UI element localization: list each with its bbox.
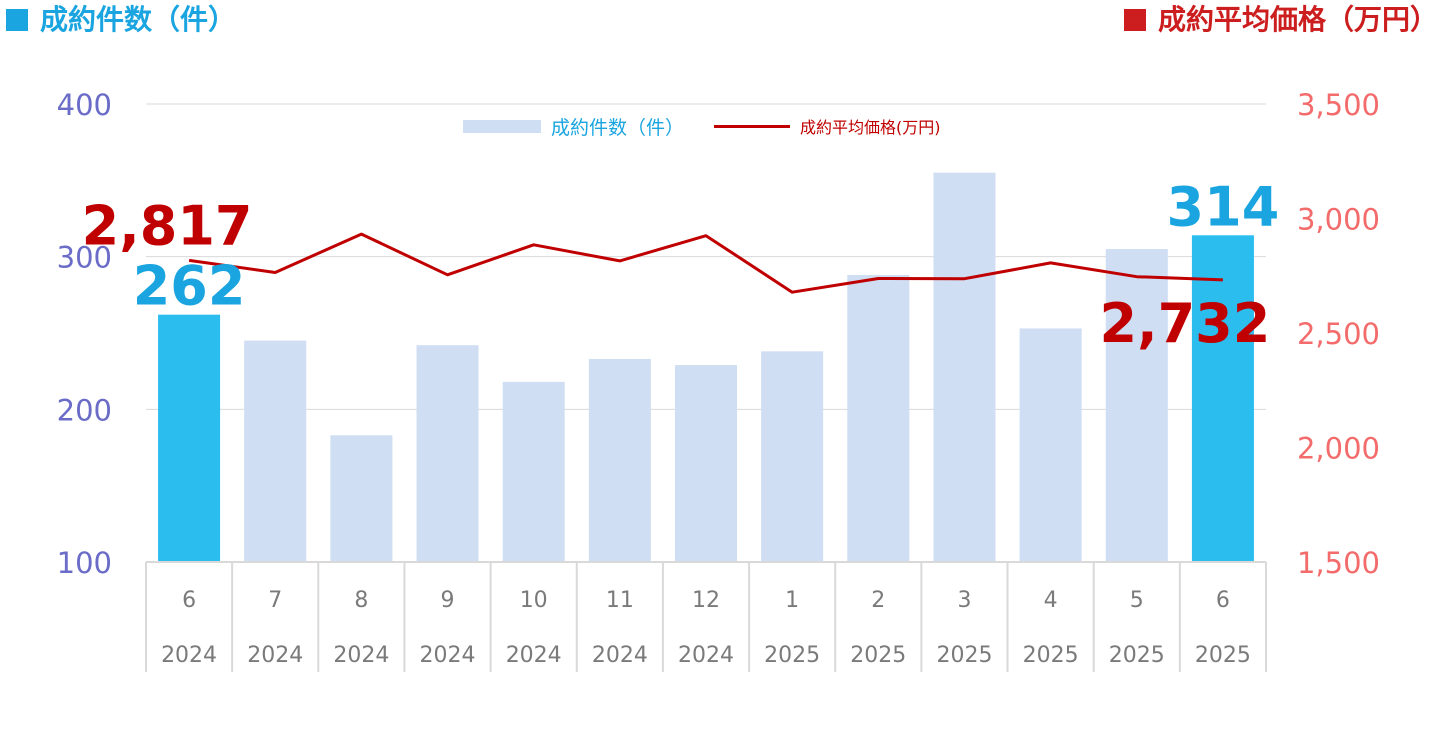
- count-bar: [330, 435, 393, 562]
- x-tick-year: 2025: [764, 643, 820, 668]
- count-bar: [847, 274, 910, 562]
- count-bar: [1105, 249, 1168, 563]
- x-tick-month: 2: [871, 588, 885, 613]
- left-axis-title: 成約件数（件）: [6, 2, 236, 38]
- right-legend-square-icon: [1123, 9, 1146, 31]
- count-bar: [674, 365, 738, 562]
- x-tick-year: 2025: [1195, 643, 1251, 668]
- x-tick-month: 6: [1216, 588, 1230, 613]
- x-tick-year: 2024: [678, 643, 734, 668]
- count-bar: [502, 381, 565, 562]
- right-axis-title-text: 成約平均価格（万円）: [1157, 3, 1438, 36]
- x-tick-year: 2025: [850, 643, 906, 668]
- x-tick-year: 2024: [161, 643, 217, 668]
- price-line: [188, 232, 1223, 294]
- legend-bar-swatch: [463, 119, 541, 133]
- x-tick-year: 2024: [420, 643, 476, 668]
- x-tick-year: 2024: [333, 643, 389, 668]
- left-axis-tick-label: 100: [57, 546, 112, 580]
- right-axis-tick-label: 1,500: [1297, 546, 1380, 580]
- legend-bar-label: 成約件数（件）: [551, 116, 685, 139]
- x-tick-year: 2025: [936, 643, 992, 668]
- x-tick-year: 2024: [247, 643, 303, 668]
- x-tick-month: 10: [520, 588, 548, 613]
- right-axis-tick-label: 3,000: [1297, 203, 1380, 237]
- x-tick-month: 1: [785, 588, 799, 613]
- x-tick-month: 6: [182, 588, 196, 613]
- x-tick-month: 11: [606, 588, 634, 613]
- x-tick-year: 2025: [1109, 643, 1165, 668]
- left-axis-tick-label: 400: [57, 88, 112, 122]
- left-axis-tick-label: 300: [57, 241, 112, 275]
- x-tick-year: 2024: [592, 643, 648, 668]
- x-tick-month: 3: [957, 588, 971, 613]
- left-axis-title-text: 成約件数（件）: [40, 3, 237, 36]
- count-bar: [244, 340, 307, 562]
- right-axis-tick-label: 2,500: [1297, 317, 1380, 351]
- count-bar: [588, 358, 651, 562]
- left-axis-tick-label: 200: [57, 393, 112, 427]
- data-label: 314: [1167, 175, 1280, 238]
- legend-line-label: 成約平均価格(万円): [800, 118, 941, 137]
- right-axis-title: 成約平均価格（万円）: [1123, 2, 1438, 38]
- count-bar: [416, 345, 479, 562]
- count-bar: [933, 172, 996, 562]
- right-axis-tick-label: 3,500: [1297, 88, 1380, 122]
- data-label: 262: [133, 255, 246, 318]
- x-tick-year: 2025: [1023, 643, 1079, 668]
- left-legend-square-icon: [6, 9, 28, 31]
- count-bar: [158, 314, 221, 562]
- count-bar: [761, 351, 824, 562]
- count-bar: [1019, 328, 1082, 562]
- legend-line-swatch: [714, 124, 791, 128]
- x-tick-month: 12: [692, 588, 720, 613]
- x-tick-month: 4: [1044, 588, 1058, 613]
- data-label: 2,817: [82, 194, 253, 257]
- x-tick-month: 7: [268, 588, 282, 613]
- x-tick-month: 9: [441, 588, 455, 613]
- right-axis-tick-label: 2,000: [1297, 432, 1380, 466]
- x-tick-month: 8: [354, 588, 368, 613]
- x-tick-year: 2024: [506, 643, 562, 668]
- x-tick-month: 5: [1130, 588, 1144, 613]
- data-label: 2,732: [1100, 292, 1271, 355]
- count-bar: [1191, 235, 1254, 562]
- chart-legend: 成約件数（件） 成約平均価格(万円): [463, 113, 941, 139]
